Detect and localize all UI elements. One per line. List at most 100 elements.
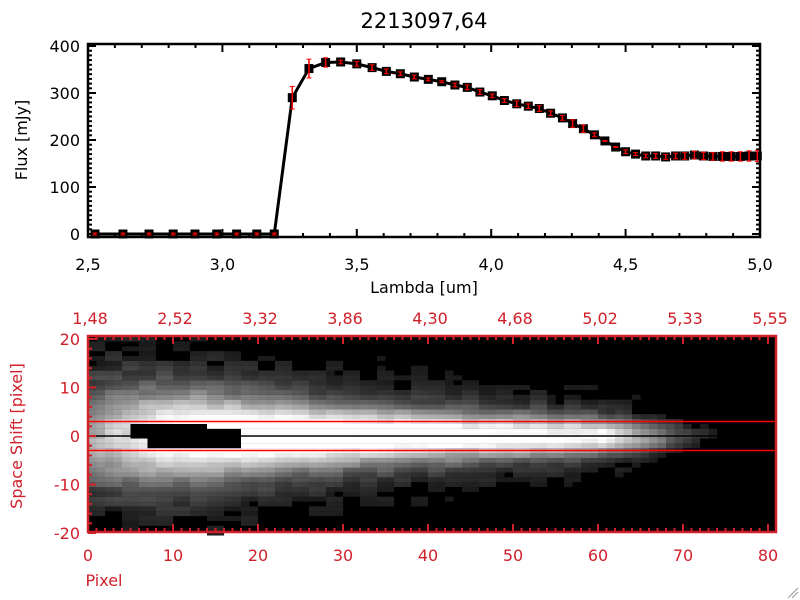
heatmap-cell xyxy=(283,404,293,410)
heatmap-cell xyxy=(428,380,437,386)
heatmap-cell xyxy=(173,399,182,405)
heatmap-cell xyxy=(691,438,701,444)
heatmap-cell xyxy=(326,414,335,420)
heatmap-cell xyxy=(309,467,318,473)
heatmap-cell xyxy=(300,472,310,478)
heatmap-cell xyxy=(521,457,531,463)
heatmap-cell xyxy=(258,399,267,405)
heatmap-cell xyxy=(326,462,335,468)
heatmap-cell xyxy=(317,511,327,517)
heatmap-cell xyxy=(436,457,446,463)
heatmap-cell xyxy=(334,462,344,468)
heatmap-cell xyxy=(156,467,165,473)
heatmap-cell xyxy=(445,482,454,488)
heatmap-cell xyxy=(96,428,106,434)
x-tick-label: 0 xyxy=(83,546,93,565)
y-tick-label: 100 xyxy=(49,178,80,197)
heatmap-cell xyxy=(283,375,293,381)
heatmap-cell xyxy=(504,414,514,420)
heatmap-cell xyxy=(462,394,471,400)
heatmap-cell xyxy=(453,457,463,463)
heatmap-cell xyxy=(470,457,480,463)
heatmap-cell xyxy=(88,472,97,478)
heatmap-cell xyxy=(164,520,174,526)
heatmap-cell xyxy=(232,414,242,420)
heatmap-cell xyxy=(156,462,165,468)
heatmap-cell xyxy=(181,341,191,347)
heatmap-cell xyxy=(326,511,335,517)
heatmap-cell xyxy=(283,409,293,415)
heatmap-cell xyxy=(266,501,276,507)
heatmap-cell xyxy=(275,438,284,444)
heatmap-cell xyxy=(436,462,446,468)
heatmap-cell xyxy=(207,467,216,473)
heatmap-cell xyxy=(283,452,293,458)
heatmap-cell xyxy=(130,404,140,410)
heatmap-cell xyxy=(164,506,174,512)
heatmap-cell xyxy=(147,443,157,449)
heatmap-cell xyxy=(419,394,429,400)
heatmap-cell xyxy=(411,385,420,391)
heatmap-cell xyxy=(88,399,97,405)
heatmap-cell xyxy=(88,511,97,517)
heatmap-cell xyxy=(309,511,318,517)
heatmap-cell xyxy=(394,399,403,405)
heatmap-cell xyxy=(708,428,718,434)
heatmap-cell xyxy=(241,428,250,434)
heatmap-cell xyxy=(139,486,148,492)
heatmap-cell xyxy=(292,389,301,395)
heatmap-cell xyxy=(122,365,131,371)
heatmap-cell xyxy=(674,443,684,449)
heatmap-cell xyxy=(513,414,522,420)
heatmap-cell xyxy=(164,501,174,507)
heatmap-cell xyxy=(300,477,310,483)
heatmap-cell xyxy=(351,404,361,410)
heatmap-cell xyxy=(241,399,250,405)
heatmap-cell xyxy=(292,385,301,391)
heatmap-cell xyxy=(88,414,97,420)
heatmap-cell xyxy=(156,389,165,395)
heatmap-cell xyxy=(113,360,123,366)
heatmap-cell xyxy=(96,462,106,468)
heatmap-cell xyxy=(487,428,497,434)
heatmap-cell xyxy=(139,399,148,405)
heatmap-cell xyxy=(241,496,250,502)
heatmap-cell xyxy=(615,404,624,410)
heatmap-cell xyxy=(207,375,216,381)
heatmap-cell xyxy=(615,472,624,478)
heatmap-cell xyxy=(105,438,114,444)
heatmap-cell xyxy=(292,438,301,444)
heatmap-cell xyxy=(360,443,369,449)
heatmap-cell xyxy=(470,414,480,420)
heatmap-cell xyxy=(385,404,395,410)
heatmap-cell xyxy=(589,414,599,420)
heatmap-cell xyxy=(623,438,633,444)
resize-grip-icon[interactable] xyxy=(787,587,799,599)
heatmap-cell xyxy=(113,404,123,410)
heatmap-cell xyxy=(105,409,114,415)
heatmap-cell xyxy=(385,457,395,463)
heatmap-cell xyxy=(317,462,327,468)
heatmap-cell xyxy=(300,389,310,395)
heatmap-cell xyxy=(181,409,191,415)
heatmap-cell xyxy=(198,472,208,478)
heatmap-cell xyxy=(368,482,378,488)
error-bar xyxy=(525,103,531,110)
heatmap-cell xyxy=(164,491,174,497)
heatmap-cell xyxy=(470,389,480,395)
heatmap-cell xyxy=(283,486,293,492)
heatmap-cell xyxy=(521,385,531,391)
heatmap-cell xyxy=(513,423,522,429)
heatmap-cell xyxy=(249,486,259,492)
heatmap-cell xyxy=(521,462,531,468)
heatmap-cell xyxy=(343,486,352,492)
heatmap-cell xyxy=(113,370,123,376)
heatmap-cell xyxy=(606,399,616,405)
heatmap-cell xyxy=(504,438,514,444)
x-tick-label: 20 xyxy=(248,546,268,565)
heatmap-cell xyxy=(470,452,480,458)
heatmap-cell xyxy=(479,438,488,444)
heatmap-cell xyxy=(428,428,437,434)
heatmap-cell xyxy=(105,506,114,512)
heatmap-cell xyxy=(173,491,182,497)
